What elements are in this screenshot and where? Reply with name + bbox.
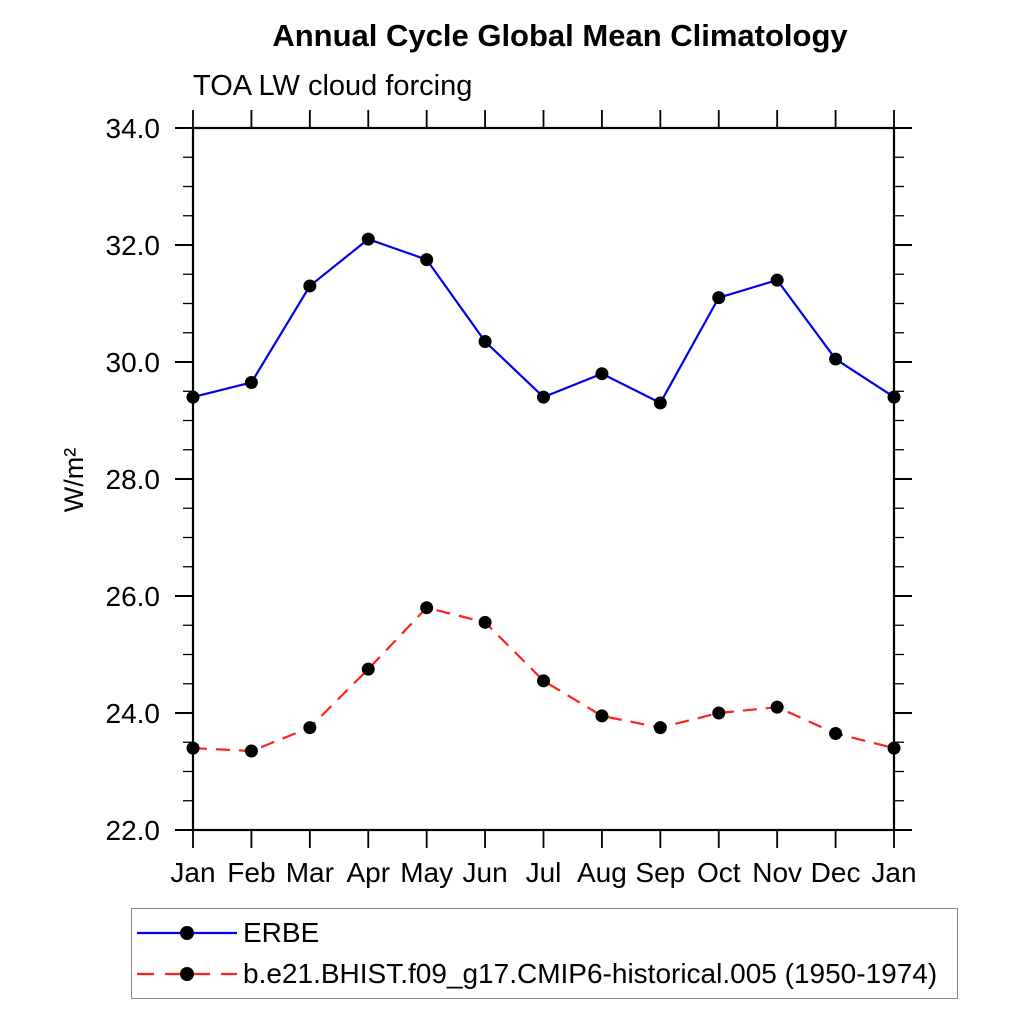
legend-label-model: b.e21.BHIST.f09_g17.CMIP6-historical.005… xyxy=(243,958,938,990)
x-tick-label: Jul xyxy=(526,857,562,888)
data-point-marker xyxy=(303,279,317,293)
data-point-marker xyxy=(537,674,550,688)
x-tick-label: Jun xyxy=(463,857,508,888)
x-tick-label: Feb xyxy=(227,857,275,888)
y-tick-label: 32.0 xyxy=(106,230,161,261)
x-tick-label: Nov xyxy=(752,857,802,888)
data-point-marker xyxy=(653,721,667,735)
y-tick-label: 30.0 xyxy=(106,347,161,378)
legend-sample-dashed-line-icon xyxy=(137,967,237,982)
chart-subtitle: TOA LW cloud forcing xyxy=(193,70,473,102)
chart-title: Annual Cycle Global Mean Climatology xyxy=(272,18,848,53)
y-tick-label: 28.0 xyxy=(106,464,161,495)
data-point-marker xyxy=(770,700,784,714)
legend: ERBE b.e21.BHIST.f09_g17.CMIP6-historica… xyxy=(131,908,958,999)
data-point-marker xyxy=(420,601,434,615)
data-point-marker xyxy=(186,741,200,755)
legend-item-erbe: ERBE xyxy=(134,913,957,953)
data-point-marker xyxy=(186,390,200,404)
x-tick-label: Mar xyxy=(286,857,334,888)
x-tick-label: Sep xyxy=(635,857,685,888)
data-point-marker xyxy=(653,396,667,410)
x-tick-label: Jan xyxy=(871,857,916,888)
data-point-marker xyxy=(244,375,258,389)
series-line-0 xyxy=(192,237,895,405)
legend-label-erbe: ERBE xyxy=(243,916,320,948)
data-point-marker xyxy=(712,706,726,720)
data-point-marker xyxy=(361,662,375,676)
data-point-marker xyxy=(595,367,609,381)
legend-marker-dot-icon xyxy=(180,967,194,982)
x-tick-label: Apr xyxy=(346,857,390,888)
data-point-marker xyxy=(829,726,843,740)
x-tick-label: Dec xyxy=(811,857,861,888)
data-point-marker xyxy=(537,390,550,404)
data-point-marker xyxy=(712,291,726,305)
data-point-marker xyxy=(829,352,843,366)
data-point-marker xyxy=(244,744,258,758)
data-point-marker xyxy=(478,335,492,349)
x-tick-label: Jan xyxy=(170,857,215,888)
x-tick-label: Oct xyxy=(697,857,741,888)
data-point-marker xyxy=(770,273,784,287)
data-point-marker xyxy=(361,232,375,246)
data-point-marker xyxy=(420,253,434,267)
x-tick-label: Aug xyxy=(577,857,627,888)
y-tick-label: 34.0 xyxy=(106,113,161,144)
data-point-marker xyxy=(887,390,901,404)
y-tick-label: 24.0 xyxy=(106,698,161,729)
y-tick-label: 26.0 xyxy=(106,581,161,612)
legend-item-model: b.e21.BHIST.f09_g17.CMIP6-historical.005… xyxy=(134,954,957,994)
data-point-marker xyxy=(478,615,492,629)
y-tick-label: 22.0 xyxy=(106,815,161,846)
legend-sample-solid-line-icon xyxy=(137,925,237,940)
data-point-marker xyxy=(595,709,609,723)
data-point-marker xyxy=(303,721,317,735)
plot-frame xyxy=(191,126,896,832)
x-tick-label: May xyxy=(400,857,453,888)
data-point-marker xyxy=(887,741,901,755)
legend-marker-dot-icon xyxy=(180,925,194,940)
